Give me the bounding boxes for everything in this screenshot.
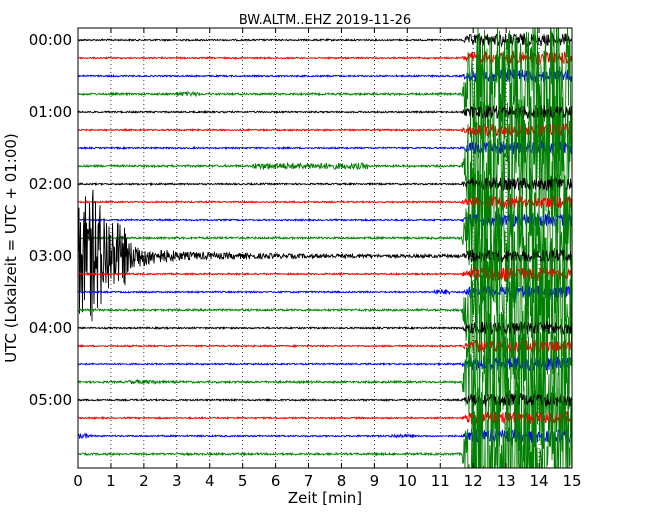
trace-line [78,28,572,165]
x-tick-label: 11 [431,472,450,490]
x-tick-label: 4 [205,472,215,490]
trace-line [78,168,572,309]
y-tick-label: 03:00 [29,247,72,265]
x-tick-label: 0 [73,472,83,490]
trace-line [78,428,572,444]
x-tick-label: 12 [464,472,483,490]
trace-line [78,176,572,192]
x-tick-label: 14 [530,472,549,490]
y-tick-label: 02:00 [29,175,72,193]
trace-line [78,392,572,407]
y-tick-label: 05:00 [29,391,72,409]
x-tick-label: 2 [139,472,149,490]
y-tick-label: 04:00 [29,319,72,337]
x-tick-label: 8 [337,472,347,490]
grid-lines [110,28,540,468]
x-tick-label: 9 [370,472,380,490]
trace-line [78,94,572,238]
x-tick-label: 1 [106,472,116,490]
y-tick-label: 01:00 [29,103,72,121]
x-tick-label: 5 [238,472,248,490]
x-axis-label: Zeit [min] [288,489,362,507]
x-axis: 0 1 2 3 4 5 6 7 8 9 10 11 12 13 14 15 [73,28,582,490]
traces [78,28,572,468]
chart-title: BW.ALTM..EHZ 2019-11-26 [239,13,411,28]
trace-line [78,382,572,468]
x-tick-label: 13 [497,472,516,490]
x-tick-label: 6 [271,472,281,490]
y-axis-label: UTC (Lokalzeit = UTC + 01:00) [2,133,20,363]
trace-line [78,238,572,381]
trace-line [78,104,572,119]
trace-line [78,310,572,453]
x-tick-label: 3 [172,472,182,490]
trace-line [78,410,572,426]
x-tick-label: 15 [562,472,581,490]
y-axis: 00:00 01:00 02:00 03:00 04:00 05:00 [29,31,572,409]
y-tick-label: 00:00 [29,31,72,49]
plot-frame [77,27,573,469]
x-tick-label: 10 [398,472,417,490]
trace-line [78,285,572,300]
x-tick-label: 7 [304,472,314,490]
